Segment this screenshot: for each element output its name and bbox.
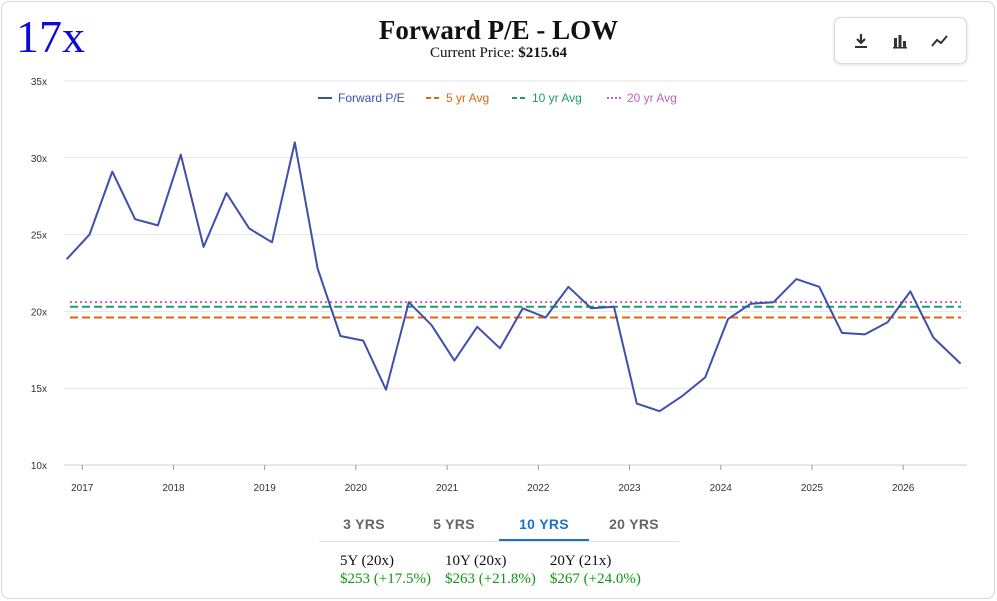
chart-toolbar [834, 17, 967, 64]
y-tick-label: 30x [31, 154, 47, 165]
y-tick-label: 10x [31, 461, 47, 472]
x-tick-label: 2025 [801, 483, 824, 494]
current-price: Current Price: $215.64 [0, 46, 997, 61]
target-20y-label: 20Y (21x) [549, 553, 612, 569]
legend-label: Forward P/E [338, 91, 405, 105]
price-targets: 5Y (20x) $253 (+17.5%) 10Y (20x) $263 (+… [340, 552, 641, 588]
bar-chart-icon [893, 34, 908, 48]
y-tick-label: 15x [31, 384, 47, 395]
download-button[interactable] [846, 26, 876, 56]
legend: Forward P/E 5 yr Avg 10 yr Avg 20 yr Avg [318, 91, 677, 105]
current-multiple: 17x [16, 11, 85, 62]
chart-title: Forward P/E - LOW [378, 15, 619, 45]
x-tick-label: 2023 [618, 483, 641, 494]
legend-label: 5 yr Avg [446, 91, 489, 105]
tab-10-yrs[interactable]: 10 YRS [499, 512, 589, 541]
legend-label: 20 yr Avg [627, 91, 677, 105]
target-20y-value: $267 (+24.0%) [549, 571, 641, 587]
grid-lines [64, 80, 967, 466]
x-tick-label: 2020 [345, 483, 368, 494]
x-tick-label: 2024 [710, 483, 733, 494]
x-tick-label: 2022 [527, 483, 550, 494]
line-chart-button[interactable] [925, 26, 955, 56]
x-tick-label: 2019 [254, 483, 277, 494]
y-tick-label: 35x [31, 77, 47, 88]
x-tick-label: 2021 [436, 483, 459, 494]
average-lines [70, 301, 961, 319]
legend-label: 10 yr Avg [532, 91, 582, 105]
axes: 10x 15x 20x 25x 30x 35x 2017 2018 2019 2020 2021 20… [31, 77, 967, 494]
tab-3-yrs[interactable]: 3 YRS [343, 516, 385, 532]
forward-pe-line [65, 141, 962, 413]
y-tick-label: 20x [31, 307, 47, 318]
tab-5-yrs[interactable]: 5 YRS [433, 516, 475, 532]
pe-line-chart: 10x 15x 20x 25x 30x 35x 2017 2018 2019 2020 2021 20… [31, 77, 967, 494]
y-tick-label: 25x [31, 231, 47, 242]
line-chart-icon [931, 34, 948, 47]
current-price-label: Current Price: [429, 45, 515, 61]
target-5y: 5Y (20x) $253 (+17.5%) [340, 552, 431, 588]
x-tick-label: 2026 [892, 483, 915, 494]
download-icon [854, 33, 867, 48]
range-tabs: 3 YRS 5 YRS 10 YRS 20 YRS [319, 512, 679, 542]
target-5y-label: 5Y (20x) [340, 553, 395, 569]
target-5y-value: $253 (+17.5%) [340, 571, 431, 587]
current-price-value: $215.64 [518, 45, 568, 61]
bar-chart-button[interactable] [885, 26, 915, 56]
x-tick-label: 2017 [71, 483, 94, 494]
series-lines [65, 141, 962, 413]
target-10y-label: 10Y (20x) [444, 553, 507, 569]
target-20y: 20Y (21x) $267 (+24.0%) [550, 552, 641, 588]
tab-20-yrs[interactable]: 20 YRS [609, 516, 659, 532]
target-10y: 10Y (20x) $263 (+21.8%) [445, 552, 536, 588]
x-tick-label: 2018 [162, 483, 185, 494]
target-10y-value: $263 (+21.8%) [444, 571, 536, 587]
